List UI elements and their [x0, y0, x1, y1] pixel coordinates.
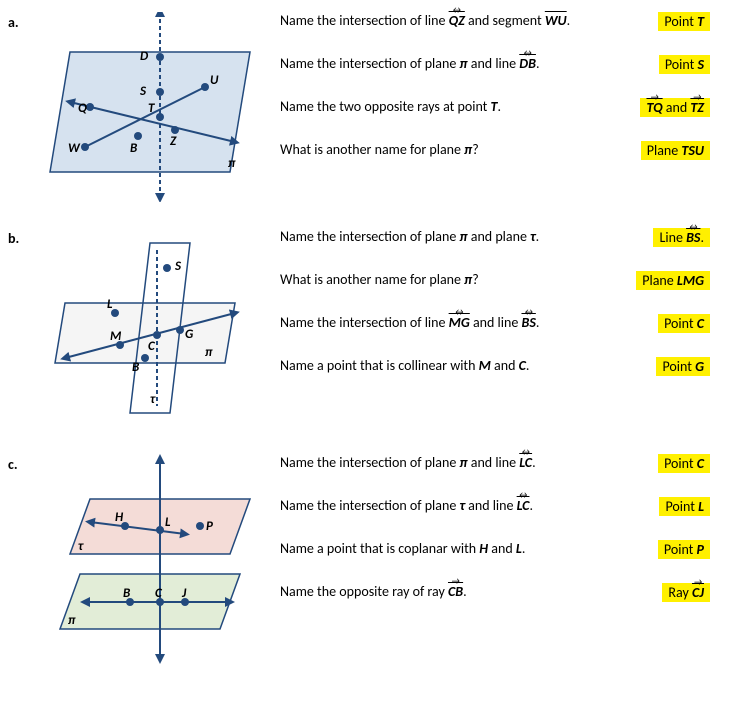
- svg-text:π: π: [205, 345, 213, 360]
- question-text: Name the intersection of plane π and pla…: [280, 228, 653, 245]
- svg-text:P: P: [206, 519, 213, 534]
- svg-text:B: B: [132, 360, 140, 375]
- section-label: b.: [8, 228, 30, 247]
- answer-text: Plane TSU: [641, 141, 710, 160]
- section-label: c.: [8, 454, 30, 473]
- section-a: a. D S U Q T W B Z π Nam: [8, 12, 728, 202]
- question-text: What is another name for plane π?: [280, 141, 641, 158]
- qa-row: Name a point that is collinear with M an…: [280, 357, 728, 376]
- diagram-c: H L P τ B C J π: [30, 454, 280, 664]
- question-text: Name a point that is coplanar with H and…: [280, 540, 658, 557]
- qa-c: Name the intersection of plane π and lin…: [280, 454, 728, 626]
- answer-text: TQ and TZ: [640, 98, 710, 117]
- section-label: a.: [8, 12, 30, 31]
- answer-text: Point P: [658, 540, 710, 559]
- qa-row: Name the intersection of plane π and lin…: [280, 454, 728, 473]
- svg-text:L: L: [165, 515, 171, 530]
- question-text: Name the opposite ray of ray CB.: [280, 583, 662, 600]
- qa-row: Name the opposite ray of ray CB. Ray CJ: [280, 583, 728, 602]
- svg-text:Q: Q: [78, 101, 87, 116]
- svg-text:τ: τ: [78, 539, 84, 554]
- svg-text:π: π: [68, 613, 76, 628]
- question-text: Name the intersection of plane π and lin…: [280, 55, 659, 72]
- section-b: b. S L M C G B π τ Name: [8, 228, 728, 428]
- qa-row: Name the two opposite rays at point T. T…: [280, 98, 728, 117]
- svg-text:Z: Z: [169, 134, 177, 149]
- svg-text:T: T: [148, 101, 155, 116]
- svg-text:B: B: [130, 141, 138, 156]
- question-text: Name the intersection of plane π and lin…: [280, 454, 658, 471]
- answer-text: Point L: [659, 497, 710, 516]
- svg-text:M: M: [110, 329, 122, 344]
- svg-text:S: S: [139, 84, 147, 99]
- svg-text:U: U: [210, 73, 219, 88]
- qa-row: Name the intersection of line QZ and seg…: [280, 12, 728, 31]
- qa-row: What is another name for plane π? Plane …: [280, 141, 728, 160]
- question-text: Name a point that is collinear with M an…: [280, 357, 656, 374]
- svg-text:L: L: [107, 297, 113, 312]
- svg-text:D: D: [140, 49, 149, 64]
- svg-text:τ: τ: [150, 392, 156, 407]
- svg-text:H: H: [115, 510, 124, 525]
- question-text: What is another name for plane π?: [280, 271, 636, 288]
- svg-text:π: π: [228, 156, 236, 171]
- answer-text: Plane LMG: [636, 271, 710, 290]
- answer-text: Line BS.: [653, 228, 710, 247]
- diagram-a: D S U Q T W B Z π: [30, 12, 280, 202]
- answer-text: Ray CJ: [662, 583, 710, 602]
- svg-text:S: S: [174, 259, 182, 274]
- svg-text:J: J: [181, 586, 187, 601]
- qa-row: Name the intersection of plane τ and lin…: [280, 497, 728, 516]
- qa-b: Name the intersection of plane π and pla…: [280, 228, 728, 400]
- qa-row: Name the intersection of plane π and lin…: [280, 55, 728, 74]
- answer-text: Point S: [659, 55, 710, 74]
- qa-a: Name the intersection of line QZ and seg…: [280, 12, 728, 184]
- diagram-b: S L M C G B π τ: [30, 228, 280, 428]
- question-text: Name the two opposite rays at point T.: [280, 98, 640, 115]
- qa-row: What is another name for plane π? Plane …: [280, 271, 728, 290]
- question-text: Name the intersection of plane τ and lin…: [280, 497, 659, 514]
- svg-text:W: W: [68, 141, 81, 156]
- qa-row: Name the intersection of plane π and pla…: [280, 228, 728, 247]
- question-text: Name the intersection of line QZ and seg…: [280, 12, 658, 29]
- qa-row: Name a point that is coplanar with H and…: [280, 540, 728, 559]
- answer-text: Point C: [658, 314, 710, 333]
- qa-row: Name the intersection of line MG and lin…: [280, 314, 728, 333]
- svg-text:G: G: [185, 327, 194, 342]
- question-text: Name the intersection of line MG and lin…: [280, 314, 658, 331]
- answer-text: Point T: [658, 12, 710, 31]
- answer-text: Point C: [658, 454, 710, 473]
- svg-text:B: B: [123, 586, 131, 601]
- section-c: c. H L P τ B C J π: [8, 454, 728, 664]
- answer-text: Point G: [656, 357, 710, 376]
